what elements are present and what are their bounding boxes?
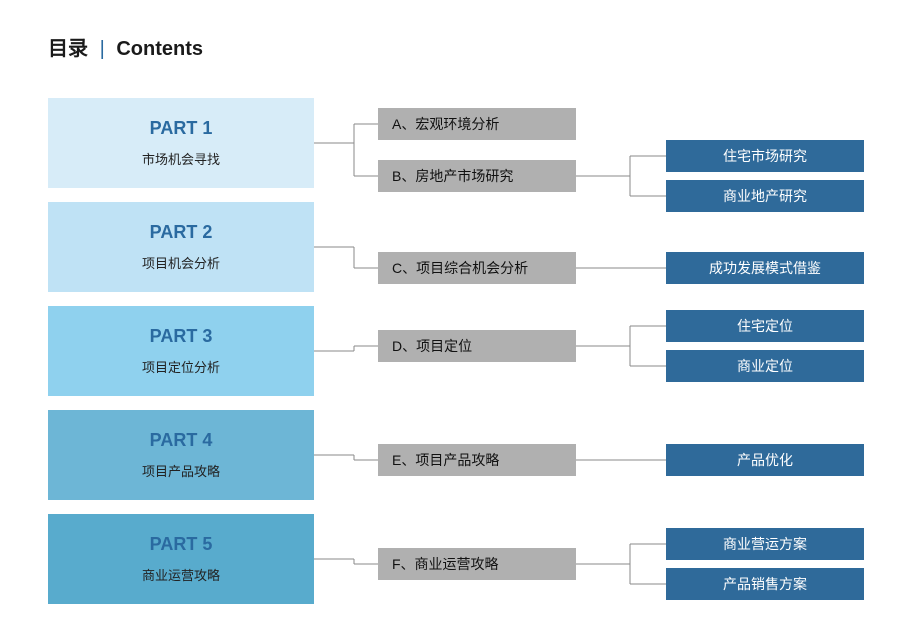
detail-box-6: 商业营运方案	[666, 528, 864, 560]
part-title: PART 5	[150, 534, 213, 555]
detail-label: 住宅定位	[737, 316, 793, 336]
part-box-1: PART 1 市场机会寻找	[48, 98, 314, 188]
section-D: D、项目定位	[378, 330, 576, 362]
section-label: A、宏观环境分析	[392, 114, 499, 134]
section-C: C、项目综合机会分析	[378, 252, 576, 284]
detail-label: 商业地产研究	[723, 186, 807, 206]
detail-box-5: 产品优化	[666, 444, 864, 476]
detail-label: 住宅市场研究	[723, 146, 807, 166]
part-subtitle: 项目产品攻略	[142, 461, 220, 480]
section-B: B、房地产市场研究	[378, 160, 576, 192]
detail-box-4: 商业定位	[666, 350, 864, 382]
part-box-3: PART 3 项目定位分析	[48, 306, 314, 396]
part-subtitle: 商业运营攻略	[142, 565, 220, 584]
header-sep: |	[100, 38, 105, 60]
header-cn: 目录	[48, 38, 88, 60]
part-title: PART 4	[150, 430, 213, 451]
section-label: F、商业运营攻略	[392, 554, 499, 574]
detail-label: 产品销售方案	[723, 574, 807, 594]
part-box-2: PART 2 项目机会分析	[48, 202, 314, 292]
part-title: PART 3	[150, 326, 213, 347]
part-box-5: PART 5 商业运营攻略	[48, 514, 314, 604]
detail-label: 成功发展模式借鉴	[709, 258, 821, 278]
page-header: 目录 | Contents	[48, 32, 203, 61]
section-label: B、房地产市场研究	[392, 166, 513, 186]
section-E: E、项目产品攻略	[378, 444, 576, 476]
detail-box-0: 住宅市场研究	[666, 140, 864, 172]
section-label: E、项目产品攻略	[392, 450, 499, 470]
part-subtitle: 项目定位分析	[142, 357, 220, 376]
section-A: A、宏观环境分析	[378, 108, 576, 140]
section-label: C、项目综合机会分析	[392, 258, 528, 278]
section-label: D、项目定位	[392, 336, 472, 356]
detail-box-3: 住宅定位	[666, 310, 864, 342]
part-subtitle: 市场机会寻找	[142, 149, 220, 168]
section-F: F、商业运营攻略	[378, 548, 576, 580]
part-subtitle: 项目机会分析	[142, 253, 220, 272]
part-box-4: PART 4 项目产品攻略	[48, 410, 314, 500]
detail-box-1: 商业地产研究	[666, 180, 864, 212]
detail-box-7: 产品销售方案	[666, 568, 864, 600]
header-en: Contents	[116, 38, 203, 60]
part-title: PART 1	[150, 118, 213, 139]
detail-label: 商业定位	[737, 356, 793, 376]
detail-label: 商业营运方案	[723, 534, 807, 554]
detail-label: 产品优化	[737, 450, 793, 470]
part-title: PART 2	[150, 222, 213, 243]
detail-box-2: 成功发展模式借鉴	[666, 252, 864, 284]
